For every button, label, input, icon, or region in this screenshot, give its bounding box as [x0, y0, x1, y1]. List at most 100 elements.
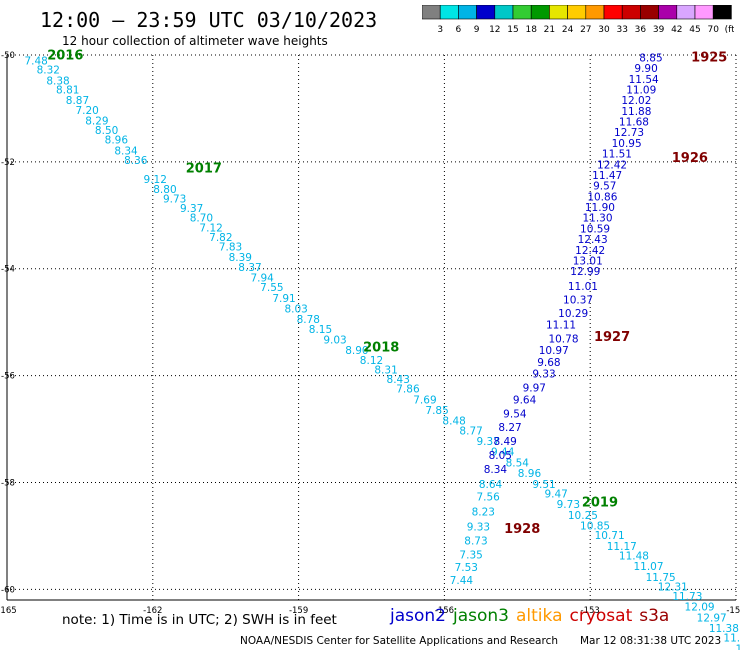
wave-height-value: 11.75	[646, 572, 676, 584]
wave-height-value: 12.97	[697, 612, 727, 624]
wave-height-value: 11.88	[621, 106, 651, 118]
lon-tick-label: -156	[435, 606, 454, 616]
lat-tick-label: -56	[1, 372, 15, 382]
wave-height-value: 8.50	[95, 125, 118, 137]
wave-height-value: 8.15	[309, 324, 332, 336]
lon-tick-label: -159	[289, 606, 308, 616]
wave-height-value: 8.43	[387, 374, 410, 386]
satellite-altika: altika	[516, 606, 563, 626]
wave-height-value: 7.69	[413, 394, 436, 406]
wave-height-value: 11.51	[723, 633, 740, 645]
wave-height-value: 9.33	[532, 369, 555, 381]
wave-height-value: 10.78	[548, 333, 578, 345]
scale-label: 15	[507, 25, 518, 35]
scale-label: 9	[474, 25, 480, 35]
orbit-label: 2016	[47, 48, 83, 63]
wave-height-value: 12.09	[685, 602, 715, 614]
wave-height-value: 11.09	[626, 84, 656, 96]
wave-height-value: 7.12	[199, 222, 222, 234]
orbit-label: 1928	[504, 522, 540, 537]
wave-height-value: 9.90	[634, 63, 657, 75]
lon-tick-label: -162	[143, 606, 162, 616]
wave-height-value: 10.86	[587, 191, 617, 203]
wave-height-value: 7.44	[450, 575, 474, 587]
lat-tick-label: -60	[1, 585, 15, 595]
wave-height-value: 11.11	[546, 320, 576, 332]
orbit-label: 2019	[582, 495, 618, 510]
wave-height-value: 8.23	[472, 507, 495, 519]
wave-height-value: 9.44	[491, 447, 515, 459]
track-1925: 8.859.9011.5411.0912.0211.8811.6812.7310…	[612, 52, 663, 149]
satellite-jason3: jason3	[453, 606, 509, 626]
wave-height-value: 10.71	[595, 530, 625, 542]
lat-tick-label: -50	[1, 51, 15, 61]
wave-height-value: 11.17	[607, 541, 637, 553]
wave-height-value: 8.96	[105, 135, 129, 147]
wave-height-value: 9.37	[476, 436, 499, 448]
scale-label: 12	[489, 25, 500, 35]
wave-height-value: 11.07	[633, 561, 663, 573]
wave-height-value: 10.37	[563, 294, 593, 306]
wave-height-value: 9.37	[180, 203, 203, 215]
units-note: note: 1) Time is in UTC; 2) SWH is in fe…	[62, 612, 337, 628]
scale-label: 27	[580, 25, 591, 35]
wave-height-value: 9.57	[593, 181, 616, 193]
wave-height-value: 8.85	[639, 52, 662, 64]
wave-height-value: 12.31	[658, 581, 688, 593]
generated-timestamp: Mar 12 08:31:38 UTC 2023	[580, 635, 722, 647]
wave-height-value: 9.68	[537, 357, 560, 369]
orbit-label: 1925	[691, 50, 727, 65]
wave-height-value: 11.73	[672, 591, 702, 603]
track-2016: 7.488.328.388.818.877.208.298.508.968.34…	[24, 56, 147, 167]
wave-height-value: 8.05	[489, 450, 512, 462]
scale-label: 70	[707, 25, 719, 35]
track-2018: 9.038.908.128.318.437.867.697.858.488.77…	[323, 335, 541, 481]
wave-height-value: 12.02	[621, 95, 651, 107]
wave-height-value: 12.99	[570, 266, 600, 278]
wave-height-value: 7.48	[24, 56, 47, 68]
wave-height-value: 8.38	[46, 75, 69, 87]
lat-tick-label: -52	[1, 158, 15, 168]
wave-height-value: 12.43	[578, 234, 608, 246]
wave-height-value: 7.94	[250, 273, 274, 285]
orbit-label: 1926	[672, 151, 708, 166]
wave-height-value: 11.01	[568, 281, 598, 293]
wave-height-value: 7.82	[209, 232, 232, 244]
wave-height-value: 8.27	[498, 422, 521, 434]
satellite-jason2: jason2	[390, 606, 446, 626]
satellite-s3a: s3a	[639, 606, 670, 626]
lon-tick-label: -165	[0, 606, 17, 616]
scale-label: 30	[598, 25, 610, 35]
wave-height-value: 8.39	[229, 252, 252, 264]
wave-height-value: 8.03	[284, 304, 307, 316]
wave-height-value: 8.32	[37, 65, 60, 77]
wave-height-value: 10.85	[580, 520, 610, 532]
credit-line: NOAA/NESDIS Center for Satellite Applica…	[240, 635, 558, 647]
wave-height-value: 7.86	[396, 384, 420, 396]
wave-height-value: 13.01	[573, 255, 603, 267]
scale-label: 33	[616, 25, 627, 35]
wave-height-value: 7.91	[272, 293, 295, 305]
wave-height-value: 7.83	[219, 242, 242, 254]
wave-height-value: 8.29	[85, 115, 108, 127]
wave-height-value: 9.73	[557, 499, 580, 511]
wave-height-value: 8.90	[345, 345, 368, 357]
lon-tick-label: -150	[726, 606, 740, 616]
scale-label: 36	[635, 25, 647, 35]
wave-height-value: 10.29	[558, 308, 588, 320]
wave-height-value: 11.90	[585, 202, 615, 214]
wave-height-value: 10.25	[568, 510, 598, 522]
wave-height-value: 8.81	[56, 84, 79, 96]
wave-height-value: 9.54	[503, 408, 527, 420]
wave-height-value: 8.49	[493, 436, 516, 448]
wave-height-value: 11.30	[582, 213, 612, 225]
scale-label: 21	[544, 25, 555, 35]
wave-height-value: 8.77	[459, 425, 482, 437]
scale-label: 39	[653, 25, 665, 35]
wave-height-value: 9.33	[467, 522, 490, 534]
scale-swatch	[712, 5, 732, 20]
wave-height-value: 9.03	[323, 335, 346, 347]
wave-height-value: 12.73	[614, 127, 644, 139]
wave-height-value: 7.55	[260, 282, 283, 294]
